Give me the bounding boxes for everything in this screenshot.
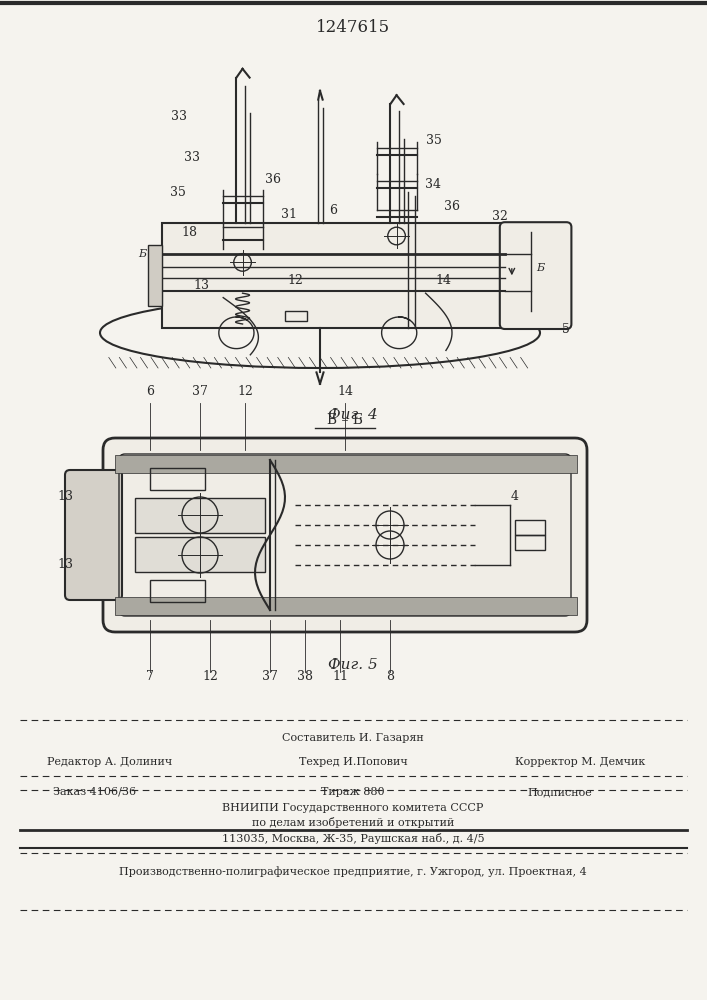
Text: 6: 6	[329, 204, 337, 217]
Text: Производственно-полиграфическое предприятие, г. Ужгород, ул. Проектная, 4: Производственно-полиграфическое предприя…	[119, 867, 587, 877]
Text: 1247615: 1247615	[316, 19, 390, 36]
Text: Б – Б: Б – Б	[327, 413, 363, 427]
Text: 6: 6	[146, 385, 154, 398]
Bar	[515, 520, 545, 535]
Text: 5: 5	[563, 323, 571, 336]
Text: 12: 12	[288, 274, 303, 287]
Text: 12: 12	[202, 670, 218, 683]
Text: Корректор М. Демчик: Корректор М. Демчик	[515, 757, 645, 767]
Bar	[115, 455, 577, 473]
Text: 13: 13	[57, 490, 73, 503]
Text: 13: 13	[193, 279, 209, 292]
Text: 36: 36	[444, 200, 460, 213]
Text: 7: 7	[146, 670, 154, 683]
Text: 33: 33	[185, 151, 200, 164]
Text: 12: 12	[237, 385, 253, 398]
Bar	[150, 580, 205, 602]
Bar	[515, 535, 545, 550]
Text: Заказ 4106/36: Заказ 4106/36	[54, 787, 136, 797]
Text: Б: Б	[138, 249, 146, 259]
Text: 14: 14	[436, 274, 451, 287]
Text: 38: 38	[297, 670, 313, 683]
Text: Тираж 880: Тираж 880	[321, 787, 385, 797]
Text: 32: 32	[493, 210, 508, 223]
Text: 33: 33	[171, 110, 187, 123]
Text: Составитель И. Газарян: Составитель И. Газарян	[282, 733, 424, 743]
FancyBboxPatch shape	[162, 223, 505, 328]
Bar	[150, 468, 205, 490]
Text: 35: 35	[426, 134, 443, 147]
Text: 31: 31	[281, 208, 297, 221]
Bar	[148, 245, 162, 306]
Text: 18: 18	[182, 226, 198, 239]
Text: Редактор А. Долинич: Редактор А. Долинич	[47, 757, 173, 767]
Text: Подписное: Подписное	[527, 787, 592, 797]
Bar	[135, 537, 265, 572]
Text: по делам изобретений и открытий: по делам изобретений и открытий	[252, 818, 454, 828]
Text: Б: Б	[536, 263, 544, 273]
Text: 14: 14	[337, 385, 353, 398]
FancyBboxPatch shape	[65, 470, 122, 600]
Text: 37: 37	[192, 385, 208, 398]
Bar	[135, 498, 265, 533]
Text: 8: 8	[386, 670, 394, 683]
Text: 36: 36	[265, 173, 281, 186]
Text: Фиг. 4: Фиг. 4	[328, 408, 378, 422]
FancyBboxPatch shape	[500, 222, 571, 329]
FancyBboxPatch shape	[103, 438, 587, 632]
Text: ВНИИПИ Государственного комитета СССР: ВНИИПИ Государственного комитета СССР	[222, 803, 484, 813]
Text: 4: 4	[511, 490, 519, 503]
Text: 37: 37	[262, 670, 278, 683]
Text: 113035, Москва, Ж-35, Раушская наб., д. 4/5: 113035, Москва, Ж-35, Раушская наб., д. …	[222, 832, 484, 844]
Text: 35: 35	[170, 186, 185, 199]
Text: Техред И.Попович: Техред И.Попович	[298, 757, 407, 767]
Text: 11: 11	[332, 670, 348, 683]
Bar	[285, 311, 307, 321]
Text: Фиг. 5: Фиг. 5	[328, 658, 378, 672]
Text: 34: 34	[425, 178, 440, 191]
Bar	[115, 597, 577, 615]
Text: 13: 13	[57, 558, 73, 571]
